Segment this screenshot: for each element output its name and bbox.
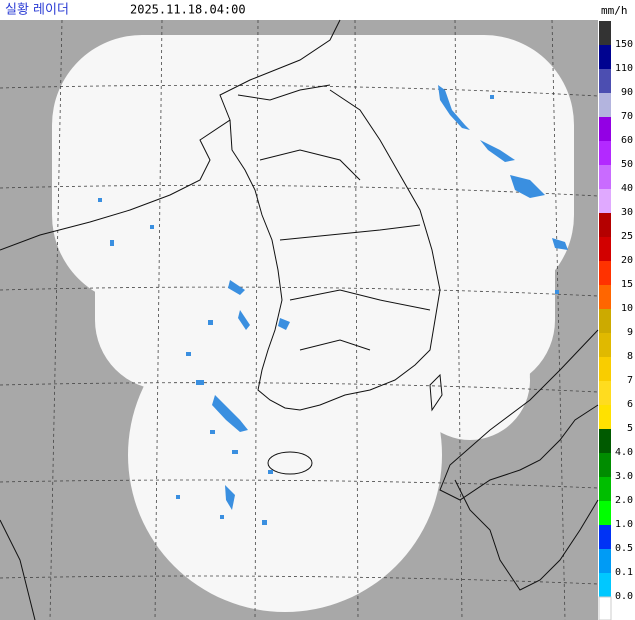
legend-swatch <box>599 189 611 213</box>
legend-swatch <box>598 596 612 620</box>
coastlines <box>0 19 599 620</box>
echo <box>110 240 114 246</box>
legend-label: 10 <box>621 303 633 314</box>
jeju <box>267 451 313 475</box>
title: 실황 레이더 <box>5 3 69 18</box>
legend-label: 25 <box>621 231 633 242</box>
legend-swatch <box>599 93 611 117</box>
echo <box>238 310 250 330</box>
legend-swatch <box>599 69 611 93</box>
legend-label: 1.0 <box>615 519 633 530</box>
echo <box>220 515 224 519</box>
legend-swatch <box>599 261 611 285</box>
legend-swatch <box>599 213 611 237</box>
legend-swatch <box>599 549 611 573</box>
legend-swatch <box>599 285 611 309</box>
echo <box>176 495 180 499</box>
legend-label: 15 <box>621 279 633 290</box>
echo <box>268 470 273 474</box>
echo <box>186 352 191 356</box>
legend-label: 4.0 <box>615 447 633 458</box>
legend-swatch <box>599 165 611 189</box>
map <box>0 19 599 620</box>
legend-label: 50 <box>621 159 633 170</box>
echo <box>480 140 515 162</box>
echo <box>490 95 494 99</box>
legend-label: 2.0 <box>615 495 633 506</box>
echo <box>210 430 215 434</box>
legend-swatch <box>599 405 611 429</box>
legend-label: 9 <box>627 327 633 338</box>
legend-label: 90 <box>621 87 633 98</box>
legend-swatch <box>599 357 611 381</box>
legend-swatch <box>599 453 611 477</box>
legend-label: 150 <box>615 39 633 50</box>
korea-coast <box>229 89 441 411</box>
meridians <box>49 19 566 620</box>
legend-swatch <box>599 429 611 453</box>
legend-swatch <box>599 117 611 141</box>
legend-label: 8 <box>627 351 633 362</box>
legend-label: 0.5 <box>615 543 633 554</box>
echo <box>510 175 545 198</box>
coverage-area <box>410 320 530 440</box>
legend-label: 7 <box>627 375 633 386</box>
echo <box>212 395 248 432</box>
legend-label: 70 <box>621 111 633 122</box>
legend-label: 6 <box>627 399 633 410</box>
legend-swatch <box>599 45 611 69</box>
echo <box>208 320 213 325</box>
echo <box>262 520 267 525</box>
legend-swatch <box>599 333 611 357</box>
echo <box>225 485 235 510</box>
legend-label: 60 <box>621 135 633 146</box>
legend-swatch <box>599 573 611 597</box>
echo <box>555 290 559 294</box>
grid <box>0 19 599 620</box>
china-south-coast <box>0 519 36 620</box>
legend-swatch <box>599 141 611 165</box>
legend-label: 40 <box>621 183 633 194</box>
legend-swatch <box>599 21 611 45</box>
legend-swatch <box>599 477 611 501</box>
legend-label: 110 <box>615 63 633 74</box>
japan-coast <box>439 329 599 591</box>
timestamp: 2025.11.18.04:00 <box>130 3 246 17</box>
echo <box>196 380 204 385</box>
province-borders <box>237 84 431 351</box>
legend-label: 5 <box>627 423 633 434</box>
legend-label: 20 <box>621 255 633 266</box>
china-coast <box>0 19 341 251</box>
legend: 150 110 90 70 60 50 40 30 25 20 15 10 9 8 7 6 5 4.0 3.0 2.0… <box>598 21 633 620</box>
legend-swatch <box>599 237 611 261</box>
legend-swatch <box>599 309 611 333</box>
echo <box>228 280 245 295</box>
echo <box>150 225 154 229</box>
legend-label: 0.0 <box>615 591 633 602</box>
echo <box>438 85 470 130</box>
legend-swatch <box>599 501 611 525</box>
tsushima <box>429 373 443 412</box>
legend-label: 3.0 <box>615 471 633 482</box>
radar-echoes <box>98 85 568 525</box>
echo <box>98 198 102 202</box>
legend-swatch <box>599 381 611 405</box>
echo <box>278 318 290 330</box>
legend-label: 30 <box>621 207 633 218</box>
legend-label: 0.1 <box>615 567 633 578</box>
echo <box>232 450 238 454</box>
unit: mm/h <box>601 4 628 17</box>
legend-swatch <box>599 525 611 549</box>
header-bar <box>0 0 635 20</box>
echo <box>552 238 568 250</box>
